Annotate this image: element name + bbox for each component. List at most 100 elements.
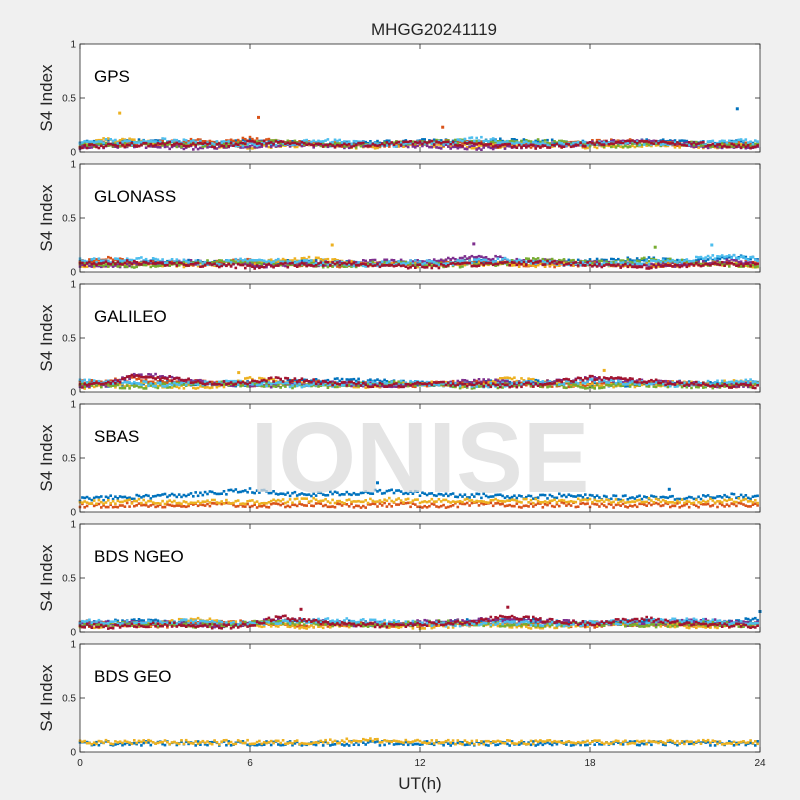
data-point	[128, 264, 131, 268]
data-point	[617, 141, 620, 144]
data-point	[421, 262, 424, 266]
data-point	[548, 142, 552, 146]
data-point	[463, 261, 467, 265]
data-point	[730, 140, 733, 144]
data-point	[196, 138, 200, 141]
data-point	[491, 145, 495, 148]
data-point	[92, 141, 96, 144]
data-point	[532, 262, 535, 265]
data-point	[525, 257, 528, 260]
data-point	[203, 260, 207, 264]
data-point	[553, 263, 556, 266]
data-point	[489, 138, 493, 141]
data-point	[487, 379, 490, 383]
data-point	[371, 264, 375, 268]
data-point	[182, 147, 186, 151]
data-point	[659, 265, 663, 268]
y-tick-label: 1	[70, 160, 76, 171]
data-point	[369, 263, 372, 266]
data-point	[345, 141, 349, 145]
data-point	[695, 261, 698, 265]
data-point	[711, 258, 715, 262]
data-point	[638, 263, 641, 267]
data-point	[610, 142, 613, 145]
data-point	[541, 257, 545, 261]
data-point	[463, 143, 467, 146]
data-point	[543, 259, 547, 263]
data-point	[494, 254, 497, 258]
panel-label: GPS	[94, 67, 130, 86]
data-point	[213, 261, 216, 264]
data-point	[506, 260, 509, 264]
data-point	[260, 377, 264, 380]
data-point	[166, 145, 169, 148]
data-point	[654, 382, 658, 386]
data-point	[187, 258, 190, 262]
data-point	[402, 145, 405, 148]
data-point	[451, 261, 455, 265]
data-point	[744, 146, 748, 150]
data-point	[340, 260, 344, 264]
data-point	[718, 255, 722, 258]
data-point	[267, 140, 271, 143]
data-point	[484, 143, 488, 146]
data-point	[527, 264, 530, 267]
data-point	[395, 141, 398, 144]
data-point	[369, 259, 372, 262]
data-point	[114, 142, 117, 146]
data-point	[203, 386, 207, 389]
data-point	[477, 141, 481, 145]
data-point	[269, 261, 273, 264]
data-point	[107, 262, 110, 265]
data-point	[383, 261, 386, 264]
data-point	[704, 262, 707, 266]
data-point	[107, 255, 110, 259]
data-point	[118, 139, 122, 142]
data-point	[482, 143, 485, 147]
data-point	[156, 145, 160, 149]
data-point	[532, 264, 535, 267]
data-point	[149, 143, 153, 146]
data-point	[373, 145, 377, 149]
data-point	[151, 144, 155, 148]
data-point	[676, 144, 679, 147]
data-point	[643, 263, 646, 267]
data-point	[671, 139, 674, 143]
data-point	[572, 258, 575, 262]
data-point	[376, 378, 379, 381]
data-point	[435, 264, 438, 268]
data-point	[347, 146, 351, 150]
data-point	[506, 376, 509, 379]
data-point	[388, 260, 391, 263]
data-point	[548, 260, 552, 263]
data-point	[513, 140, 516, 144]
data-point	[647, 140, 651, 144]
data-point	[522, 141, 526, 144]
data-point	[628, 383, 632, 387]
data-point	[272, 143, 275, 147]
data-point	[643, 256, 646, 260]
data-point	[657, 263, 660, 266]
data-point	[274, 262, 278, 266]
data-point	[496, 256, 500, 259]
data-point	[151, 257, 155, 260]
data-point	[465, 146, 469, 149]
data-point	[647, 267, 651, 270]
data-point	[352, 261, 356, 264]
data-point	[432, 138, 436, 142]
data-point	[170, 144, 174, 147]
data-point	[281, 257, 285, 261]
data-point	[744, 262, 748, 265]
data-point	[149, 140, 153, 143]
data-point	[248, 376, 252, 379]
data-point	[234, 261, 238, 264]
data-point	[645, 262, 648, 265]
data-point	[576, 258, 580, 262]
data-point	[640, 383, 644, 387]
data-point	[262, 139, 266, 143]
data-point	[265, 263, 268, 267]
plot-area	[80, 284, 760, 392]
data-point	[527, 260, 530, 263]
data-point	[506, 144, 509, 148]
